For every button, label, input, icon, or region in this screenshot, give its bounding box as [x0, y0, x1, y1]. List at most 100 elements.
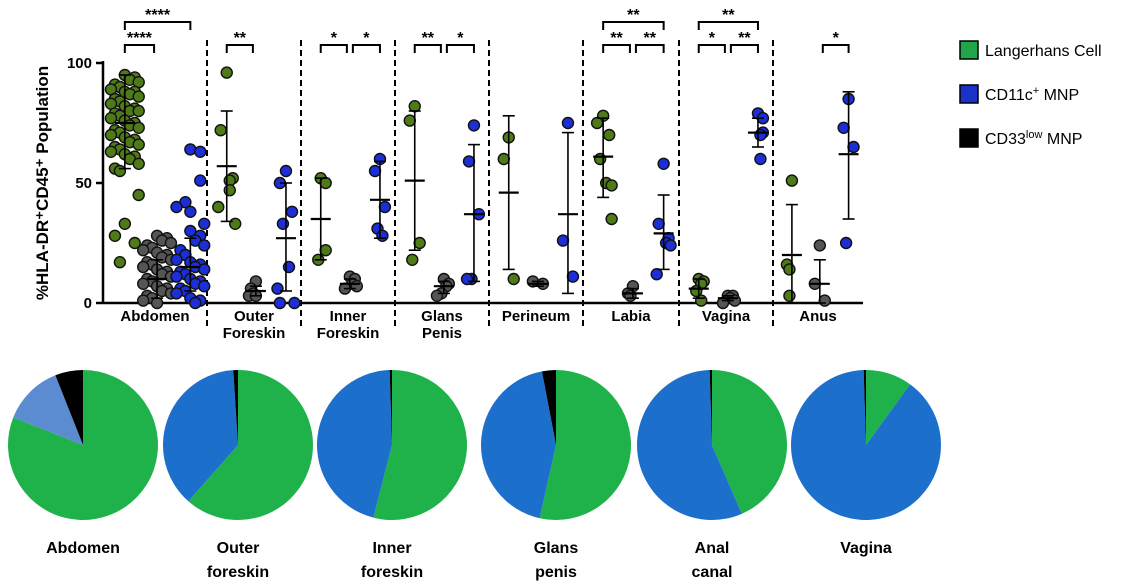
y-tick-label: 100 [67, 55, 92, 72]
significance-label: ** [722, 7, 735, 24]
pie-slice-langerhans-cell [866, 370, 911, 445]
data-point-cd11c [650, 268, 663, 281]
data-point-cd33 [350, 280, 364, 293]
data-point-langerhans [408, 99, 421, 113]
data-point-cd11c [285, 205, 299, 219]
y-axis-title: %HLA-DR⁺CD45⁺ Population [33, 66, 52, 300]
significance-bracket [634, 44, 665, 53]
pie-slice-cd11c-mnp [481, 371, 556, 519]
data-point-cd11c [184, 143, 197, 156]
pie-slice-cd11c-mnp [13, 375, 84, 445]
data-point-cd11c [276, 217, 290, 231]
pie-label-anal-canal: canal [692, 564, 733, 581]
significance-label: ** [422, 30, 435, 47]
significance-bracket [351, 44, 381, 53]
y-tick-label: 0 [84, 295, 92, 312]
pie-label-inner-foreskin: foreskin [361, 564, 423, 581]
pie-slice-cd33low-mnp [709, 370, 712, 445]
data-point-langerhans [605, 179, 618, 192]
legend-label-main: Langerhans Cell [985, 43, 1102, 60]
data-point-langerhans [132, 121, 145, 135]
significance-label: * [833, 30, 840, 47]
data-point-cd33 [137, 294, 150, 307]
significance-bracket [602, 21, 665, 30]
pie-slice-cd11c-mnp [163, 370, 238, 502]
data-point-langerhans [319, 176, 332, 190]
data-point-langerhans [132, 104, 145, 118]
data-point-cd11c [847, 140, 860, 154]
legend-label-main: CD33 [985, 131, 1026, 148]
data-point-cd33 [818, 294, 831, 307]
group-label-outer-foreskin: Outer [234, 308, 274, 325]
significance-label: ** [644, 30, 657, 47]
data-point-langerhans [593, 152, 607, 166]
legend-label-main: CD11c [985, 87, 1033, 104]
data-point-langerhans [590, 116, 604, 130]
pie-charts: Abdomen Outer foreskin Inner foreskin Glans pe… [7, 370, 942, 581]
data-point-langerhans [132, 90, 145, 103]
significance-bracket [602, 44, 631, 53]
pie-label-glans-penis: Glans [534, 540, 579, 557]
data-point-langerhans [108, 229, 122, 243]
data-point-cd11c [282, 260, 296, 274]
pie-slice-cd11c-mnp [317, 370, 392, 518]
pie-slice-cd33low-mnp [55, 370, 83, 445]
pie-label-vagina: Vagina [840, 540, 892, 557]
data-point-langerhans [406, 253, 419, 266]
significance-bracket [123, 21, 192, 30]
pie-label-inner-foreskin: Inner [372, 540, 411, 557]
axes [101, 61, 863, 305]
group-labels: Abdomen OuterForeskinInnerForeskinGlansPe… [120, 308, 836, 342]
data-point-cd11c [462, 155, 476, 168]
data-point-langerhans [113, 256, 127, 269]
data-point-langerhans [214, 123, 227, 137]
data-point-cd11c [556, 234, 570, 247]
data-point-langerhans [783, 263, 796, 276]
data-point-langerhans [220, 66, 233, 79]
significance-label: ** [738, 30, 751, 47]
data-point-langerhans [603, 128, 616, 142]
group-label-perineum: Perineum [502, 308, 570, 325]
significance-bracket [225, 44, 254, 53]
data-point-cd11c [170, 200, 183, 214]
data-point-cd33 [137, 243, 150, 257]
pie-label-glans-penis: penis [535, 564, 577, 581]
group-label-outer-foreskin: Foreskin [223, 325, 286, 342]
data-point-cd11c [754, 152, 767, 166]
data-point-cd33 [137, 277, 150, 290]
pie-label-outer-foreskin: Outer [217, 540, 260, 557]
legend-label-cd11c-mnp: CD11c+ MNP [985, 85, 1079, 104]
data-point-langerhans [783, 289, 796, 302]
data-point-langerhans [319, 243, 332, 257]
significance-bracket [445, 44, 475, 53]
data-point-cd11c [657, 157, 670, 171]
data-point-langerhans [118, 217, 132, 231]
pie-slice-cd33low-mnp [233, 370, 238, 445]
group-label-labia: Labia [611, 308, 651, 325]
significance-bracket [413, 44, 442, 53]
data-point-langerhans [507, 272, 520, 286]
data-point-cd11c [368, 164, 382, 178]
significance-bracket [697, 21, 759, 30]
data-point-langerhans [128, 236, 141, 250]
legend-label-tail: MNP [1039, 87, 1079, 104]
data-point-langerhans [413, 236, 426, 250]
significance-bracket [697, 44, 726, 53]
data-point-cd33 [624, 289, 637, 302]
data-point-cd11c [288, 296, 301, 310]
data-point-cd11c [754, 128, 767, 142]
data-point-langerhans [229, 217, 242, 231]
group-label-inner-foreskin: Inner [330, 308, 367, 325]
data-point-langerhans [132, 138, 145, 151]
significance-label: ** [610, 30, 623, 47]
legend-swatch [959, 84, 979, 104]
data-point-cd33 [813, 239, 826, 252]
data-point-cd11c [198, 239, 211, 252]
data-point-cd11c [170, 253, 183, 266]
data-point-langerhans [785, 174, 799, 187]
data-point-langerhans [113, 164, 127, 178]
data-point-langerhans [695, 294, 708, 307]
data-point-cd11c [561, 116, 575, 130]
